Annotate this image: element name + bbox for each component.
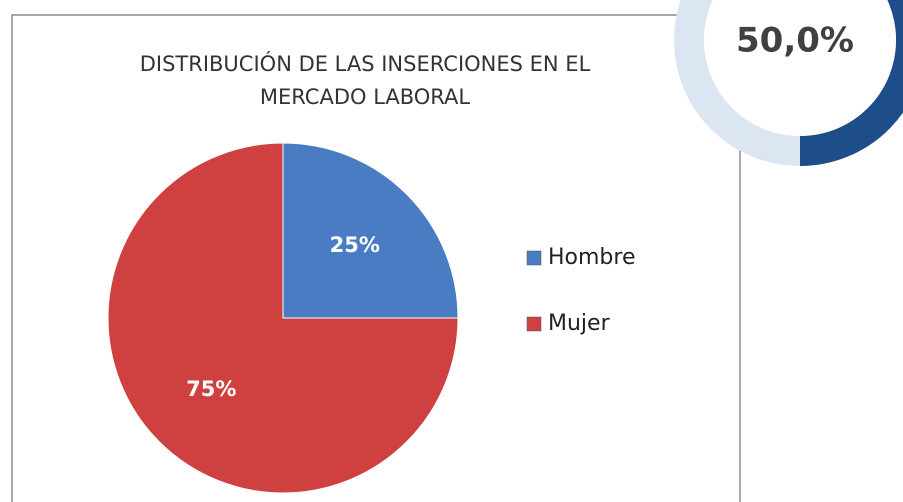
donut-arc — [799, 0, 903, 166]
legend-marker — [526, 250, 542, 266]
data-label: 75% — [186, 377, 236, 401]
donut-hole — [704, 0, 896, 136]
data-label: 25% — [330, 233, 380, 257]
donut-label: 50,0% — [736, 21, 854, 61]
pie-slice — [107, 142, 459, 494]
legend-label: Hombre — [548, 245, 636, 270]
legend-marker — [526, 316, 542, 332]
chart-title: DISTRIBUCIÓN DE LAS INSERCIONES EN EL ME… — [139, 52, 591, 109]
legend-label: Mujer — [548, 311, 611, 336]
pie-slice — [282, 142, 459, 319]
